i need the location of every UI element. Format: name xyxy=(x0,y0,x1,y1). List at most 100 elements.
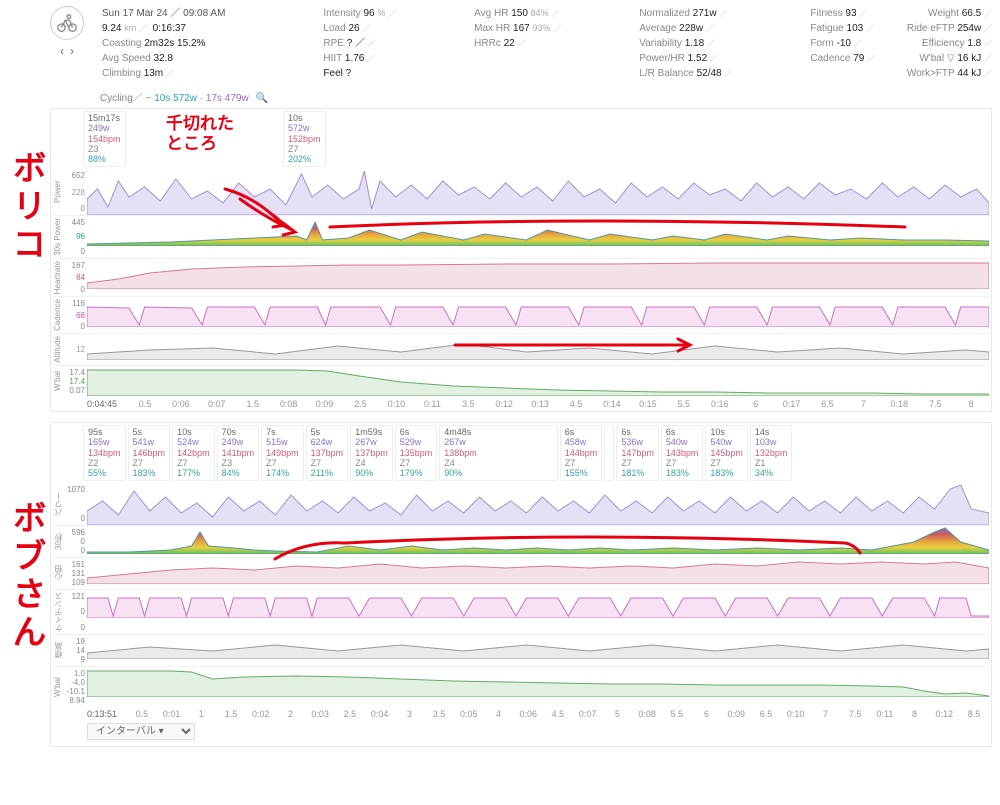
stat-hiit: HIIT 1.76 ／ xyxy=(323,51,396,66)
x-tick: 0:17 xyxy=(774,399,810,409)
chart-cadence[interactable] xyxy=(87,590,989,618)
y-label: 標高 xyxy=(53,635,65,666)
chart-cadence[interactable] xyxy=(87,297,989,327)
x-tick: 0:04 xyxy=(365,709,395,719)
interval-marker[interactable]: 10s540w145bpmZ7183% xyxy=(705,425,748,481)
stat-: Feel ? xyxy=(323,66,396,81)
chart-power[interactable] xyxy=(87,169,989,215)
x-tick: 0:18 xyxy=(881,399,917,409)
x-tick: 0.5 xyxy=(127,709,157,719)
x-tick: 3 xyxy=(394,709,424,719)
x-tick: 0:09 xyxy=(307,399,343,409)
next-arrow[interactable]: › xyxy=(70,44,74,58)
stat-ride-eftp: Ride eFTP 254w ／ xyxy=(907,21,992,36)
y-ticks: 161131109 xyxy=(65,558,87,589)
interval-marker[interactable]: 14s103w132bpmZ134% xyxy=(750,425,793,481)
interval-marker[interactable]: 1m59s267w137bpmZ490% xyxy=(350,425,393,481)
x-tick: 4 xyxy=(484,709,514,719)
y-label: Altitude xyxy=(53,334,65,365)
x-tick: 1 xyxy=(186,709,216,719)
interval-marker[interactable]: 10s524w142bpmZ7177% xyxy=(172,425,215,481)
chart-row-wbal: W'bal17.417.40.07 xyxy=(53,365,989,397)
interval-marker[interactable]: 6s536w147bpmZ7181% xyxy=(616,425,659,481)
chart-panel-2: 95s165w134bpmZ255%5s541w146bpmZ7183%10s5… xyxy=(50,422,992,747)
x-tick: 7.5 xyxy=(917,399,953,409)
interval-marker[interactable]: 4m48s267w138bpmZ490% xyxy=(439,425,558,481)
side-label-rider1: ボリコ xyxy=(2,150,51,264)
stat-intensity: Intensity 96 % ／ xyxy=(323,6,396,21)
y-ticks: 17.417.40.07 xyxy=(65,366,87,397)
interval-marker[interactable]: 6s458w144bpmZ7155% xyxy=(560,425,603,481)
x-tick: 0:01 xyxy=(157,709,187,719)
interval-marker[interactable]: 95s165w134bpmZ255% xyxy=(83,425,126,481)
x-tick: 5.5 xyxy=(662,709,692,719)
stat-avg-hr: Avg HR 150 84% ／ xyxy=(474,6,561,21)
y-label: 30秒 xyxy=(53,526,65,557)
chart-power[interactable] xyxy=(87,483,989,525)
x-tick: 0:11 xyxy=(414,399,450,409)
chart-row-altitude: Altitude12 xyxy=(53,333,989,365)
x-tick: 0:12 xyxy=(929,709,959,719)
side-label-rider2: ボブさん xyxy=(2,500,51,652)
x-tick: 0:10 xyxy=(781,709,811,719)
x-tick: 0:12 xyxy=(486,399,522,409)
stat-fatigue: Fatigue 103 ／ xyxy=(810,21,875,36)
x-tick: 5.5 xyxy=(666,399,702,409)
prev-arrow[interactable]: ‹ xyxy=(60,44,64,58)
y-label: W'bal xyxy=(53,366,65,397)
y-ticks: 167840 xyxy=(65,259,87,296)
stat-cadence: Cadence 79 ／ xyxy=(810,51,875,66)
chart-altitude[interactable] xyxy=(87,635,989,659)
stat-weight: Weight 66.5 ／ xyxy=(907,6,992,21)
segment-1[interactable]: 10s 572w xyxy=(154,93,197,104)
interval-marker[interactable]: 7s515w149bpmZ7174% xyxy=(261,425,304,481)
interval-marker[interactable]: 5s624w137bpmZ7211% xyxy=(306,425,349,481)
chart-row-heartrate: 心拍161131109 xyxy=(53,557,989,589)
x-tick: 0:16 xyxy=(702,399,738,409)
chart-altitude[interactable] xyxy=(87,334,989,360)
segment-2[interactable]: 17s 479w xyxy=(206,93,249,104)
x-tick: 0:03 xyxy=(305,709,335,719)
y-ticks: 19149 xyxy=(65,635,87,666)
y-label: パワー xyxy=(53,483,65,525)
x-tick: 8 xyxy=(953,399,989,409)
chart-wbal[interactable] xyxy=(87,366,989,396)
x-tick: 1.5 xyxy=(216,709,246,719)
chart-row-altitude: 標高19149 xyxy=(53,634,989,666)
y-label: Power xyxy=(53,169,65,215)
x-tick: 0:02 xyxy=(246,709,276,719)
interval-marker[interactable] xyxy=(604,425,614,481)
chart-heartrate[interactable] xyxy=(87,558,989,584)
x-tick: 8 xyxy=(900,709,930,719)
interval-dropdown[interactable]: インターバル ▾ xyxy=(87,723,195,740)
chart-wbal[interactable] xyxy=(87,667,989,697)
stat-efficiency: Efficiency 1.8 ／ xyxy=(907,36,992,51)
chart-30s-power[interactable] xyxy=(87,526,989,554)
stat-work-ftp: Work>FTP 44 kJ ／ xyxy=(907,66,992,81)
interval-marker[interactable]: 6s529w135bpmZ7179% xyxy=(395,425,438,481)
x-tick: 6.5 xyxy=(751,709,781,719)
stat-variability: Variability 1.18 ／ xyxy=(639,36,732,51)
x-tick: 0:15 xyxy=(630,399,666,409)
x-tick: 0:05 xyxy=(454,709,484,719)
interval-marker[interactable]: 5s541w146bpmZ7183% xyxy=(128,425,171,481)
chart-panel-1: 15m17s249w154bpmZ388% 10s572w152bpmZ7202%… xyxy=(50,108,992,412)
search-icon[interactable]: 🔍 xyxy=(255,93,267,104)
y-ticks: 10700 xyxy=(65,483,87,525)
chart-30s-power[interactable] xyxy=(87,216,989,246)
chart-heartrate[interactable] xyxy=(87,259,989,289)
x-tick: 0:07 xyxy=(199,399,235,409)
interval-marker[interactable]: 10s572w152bpmZ7202% xyxy=(283,111,326,167)
x-tick: 0:08 xyxy=(271,399,307,409)
y-ticks: 445960 xyxy=(65,216,87,258)
chart-row-power: パワー10700 xyxy=(53,483,989,525)
y-ticks: 1.0-4.0-10.18.94 xyxy=(65,667,87,707)
x-tick: 8.5 xyxy=(959,709,989,719)
stat-w-bal--: W'bal ▽ 16 kJ ／ xyxy=(907,51,992,66)
interval-marker[interactable]: 70s249w141bpmZ384% xyxy=(217,425,260,481)
chart-row-wbal: W'bal1.0-4.0-10.18.94 xyxy=(53,666,989,707)
y-label: Heartrate xyxy=(53,259,65,296)
x-tick: 6 xyxy=(738,399,774,409)
interval-marker[interactable]: 15m17s249w154bpmZ388% xyxy=(83,111,126,167)
interval-marker[interactable]: 6s540w143bpmZ7183% xyxy=(661,425,704,481)
